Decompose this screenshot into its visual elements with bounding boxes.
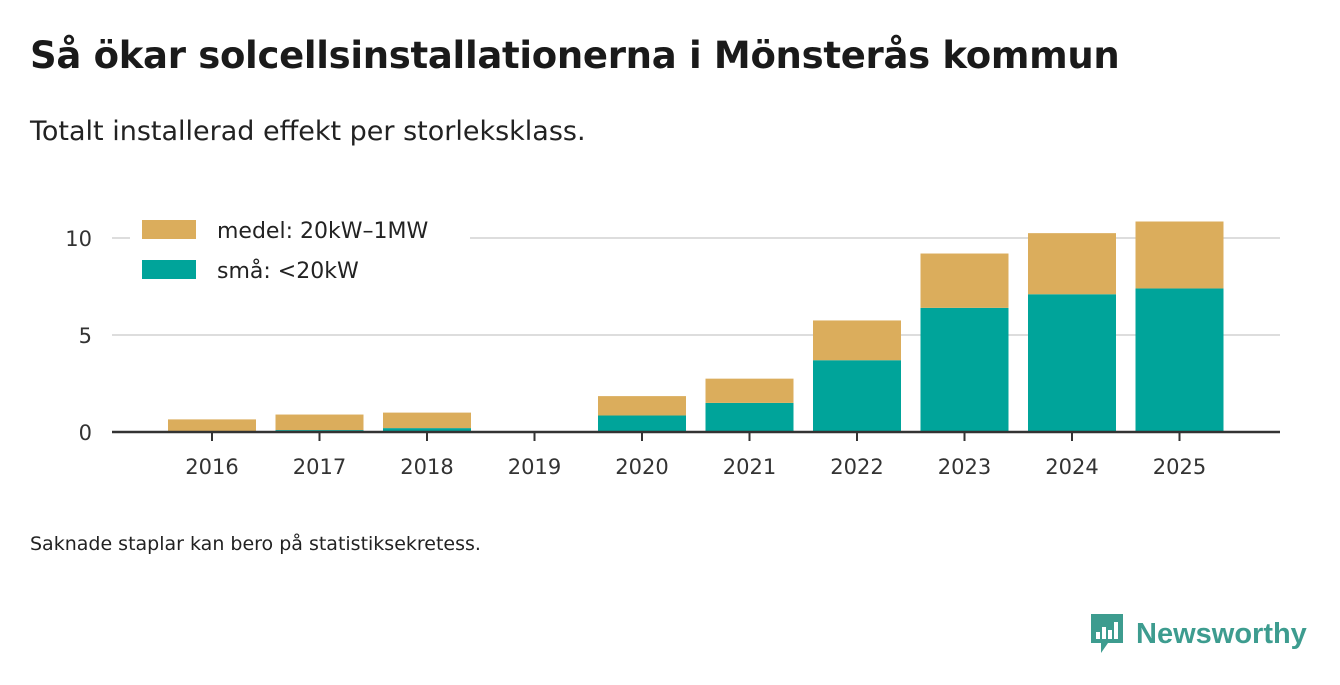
page-title: Så ökar solcellsinstallationerna i Mönst… bbox=[30, 34, 1120, 77]
y-tick-label-0: 0 bbox=[79, 421, 92, 445]
bar-medel-2020 bbox=[598, 396, 686, 416]
axes: 0 5 10 2016 2017 2018 2019 2020 2021 2022 2023 2024… bbox=[65, 227, 1280, 479]
bar-medel-2022 bbox=[813, 320, 901, 361]
bar-medel-2016 bbox=[168, 419, 256, 432]
bar-medel-2017 bbox=[275, 414, 364, 431]
page-subtitle: Totalt installerad effekt per storlekskl… bbox=[30, 116, 586, 147]
x-tick-label-2025: 2025 bbox=[1153, 455, 1206, 479]
bar-sma-2024 bbox=[1028, 294, 1116, 432]
bar-sma-2020 bbox=[598, 415, 686, 432]
newsworthy-logo-icon bbox=[1091, 614, 1123, 653]
x-tick-label-2021: 2021 bbox=[723, 455, 776, 479]
bar-medel-2023 bbox=[920, 253, 1009, 308]
bar-sma-2025 bbox=[1135, 288, 1224, 432]
legend-label-1: små: <20kW bbox=[217, 258, 359, 284]
x-tick-label-2019: 2019 bbox=[508, 455, 561, 479]
x-tick-label-2020: 2020 bbox=[615, 455, 668, 479]
bar-medel-2024 bbox=[1028, 233, 1116, 295]
x-tick-label-2016: 2016 bbox=[185, 455, 238, 479]
legend: medel: 20kW–1MW små: <20kW bbox=[130, 210, 470, 296]
bar-sma-2021 bbox=[705, 402, 794, 432]
footnote: Saknade staplar kan bero på statistiksek… bbox=[30, 533, 481, 555]
x-tick-label-2018: 2018 bbox=[400, 455, 453, 479]
bar-sma-2023 bbox=[920, 307, 1009, 432]
x-tick-label-2024: 2024 bbox=[1045, 455, 1098, 479]
x-tick-label-2017: 2017 bbox=[293, 455, 346, 479]
brand-name: Newsworthy bbox=[1136, 617, 1307, 650]
legend-swatch-1 bbox=[142, 260, 196, 279]
bar-sma-2022 bbox=[813, 360, 901, 432]
bar-series bbox=[168, 221, 1224, 432]
x-tick-label-2023: 2023 bbox=[938, 455, 991, 479]
brand-logo[interactable]: Newsworthy bbox=[1088, 612, 1307, 656]
bar-medel-2025 bbox=[1135, 221, 1224, 289]
legend-label-0: medel: 20kW–1MW bbox=[217, 219, 428, 244]
bar-medel-2018 bbox=[383, 412, 471, 429]
x-tick-label-2022: 2022 bbox=[830, 455, 883, 479]
stacked-bar-chart: 0 5 10 2016 2017 2018 2019 2020 2021 2022 2023 2024… bbox=[65, 210, 1280, 479]
y-tick-label-5: 5 bbox=[79, 324, 92, 348]
legend-swatch-0 bbox=[142, 220, 196, 239]
bar-sma-2018 bbox=[383, 428, 471, 432]
y-tick-label-10: 10 bbox=[65, 227, 92, 251]
bar-medel-2021 bbox=[705, 378, 794, 403]
